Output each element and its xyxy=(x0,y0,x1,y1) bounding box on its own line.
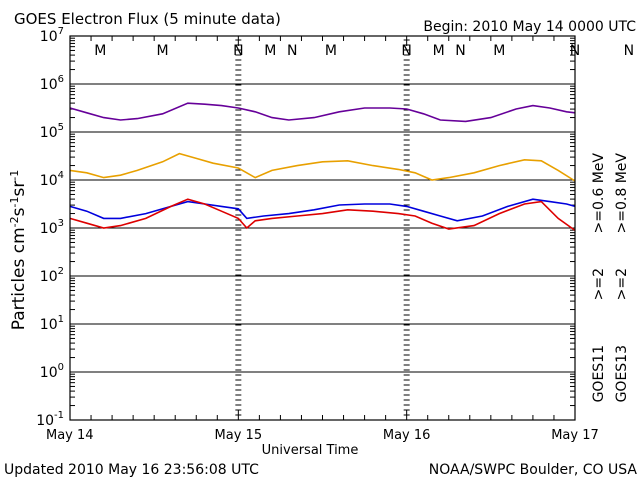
x-tick-label: May 16 xyxy=(383,428,431,443)
y-tick-label: 100 xyxy=(40,362,64,381)
plot-frame xyxy=(69,35,576,421)
x-axis-label: Universal Time xyxy=(262,443,359,458)
y-tick-label: 102 xyxy=(40,266,64,285)
legend-entry: GOES13 xyxy=(614,345,630,402)
orbit-marker: M xyxy=(493,43,505,59)
orbit-marker: M xyxy=(325,43,337,59)
series-line-1 xyxy=(69,152,576,182)
legend-entry: >=2 xyxy=(591,268,607,300)
orbit-marker: N xyxy=(624,43,634,59)
credit: NOAA/SWPC Boulder, CO USA xyxy=(429,462,638,478)
y-tick-label: 106 xyxy=(40,74,64,93)
legend-entry: GOES11 xyxy=(591,345,607,402)
legend-entry: >=2 xyxy=(614,268,630,300)
chart-title: GOES Electron Flux (5 minute data) xyxy=(14,10,281,28)
orbit-marker: N xyxy=(455,43,465,59)
series-line-3 xyxy=(69,198,576,232)
y-tick-label: 105 xyxy=(40,122,64,141)
updated-timestamp: Updated 2010 May 16 23:56:08 UTC xyxy=(4,462,259,478)
orbit-marker: M xyxy=(264,43,276,59)
x-tick-label: May 17 xyxy=(551,428,599,443)
y-tick-label: 101 xyxy=(40,314,64,333)
x-tick-label: May 14 xyxy=(46,428,94,443)
begin-date: Begin: 2010 May 14 0000 UTC xyxy=(423,19,636,35)
y-tick-label: 103 xyxy=(40,218,64,237)
orbit-marker: M xyxy=(94,43,106,59)
series-line-2 xyxy=(69,198,576,222)
orbit-marker: N xyxy=(233,43,243,59)
x-tick-label: May 15 xyxy=(215,428,263,443)
orbit-marker: M xyxy=(157,43,169,59)
y-tick-label: 10-1 xyxy=(36,410,64,429)
y-tick-label: 104 xyxy=(40,170,64,189)
orbit-marker: N xyxy=(570,43,580,59)
orbit-marker: N xyxy=(287,43,297,59)
legend-entry: >=0.8 MeV xyxy=(614,153,630,234)
orbit-marker: N xyxy=(401,43,411,59)
y-tick-label: 107 xyxy=(40,26,64,45)
y-axis-label: Particles cm-2s-1sr-1 xyxy=(8,170,29,331)
orbit-marker: M xyxy=(433,43,445,59)
legend: >=0.6 MeV >=2 GOES11 >=0.8 MeV >=2 GOES13 xyxy=(591,153,630,403)
series-line-0 xyxy=(69,102,576,123)
legend-entry: >=0.6 MeV xyxy=(591,153,607,234)
